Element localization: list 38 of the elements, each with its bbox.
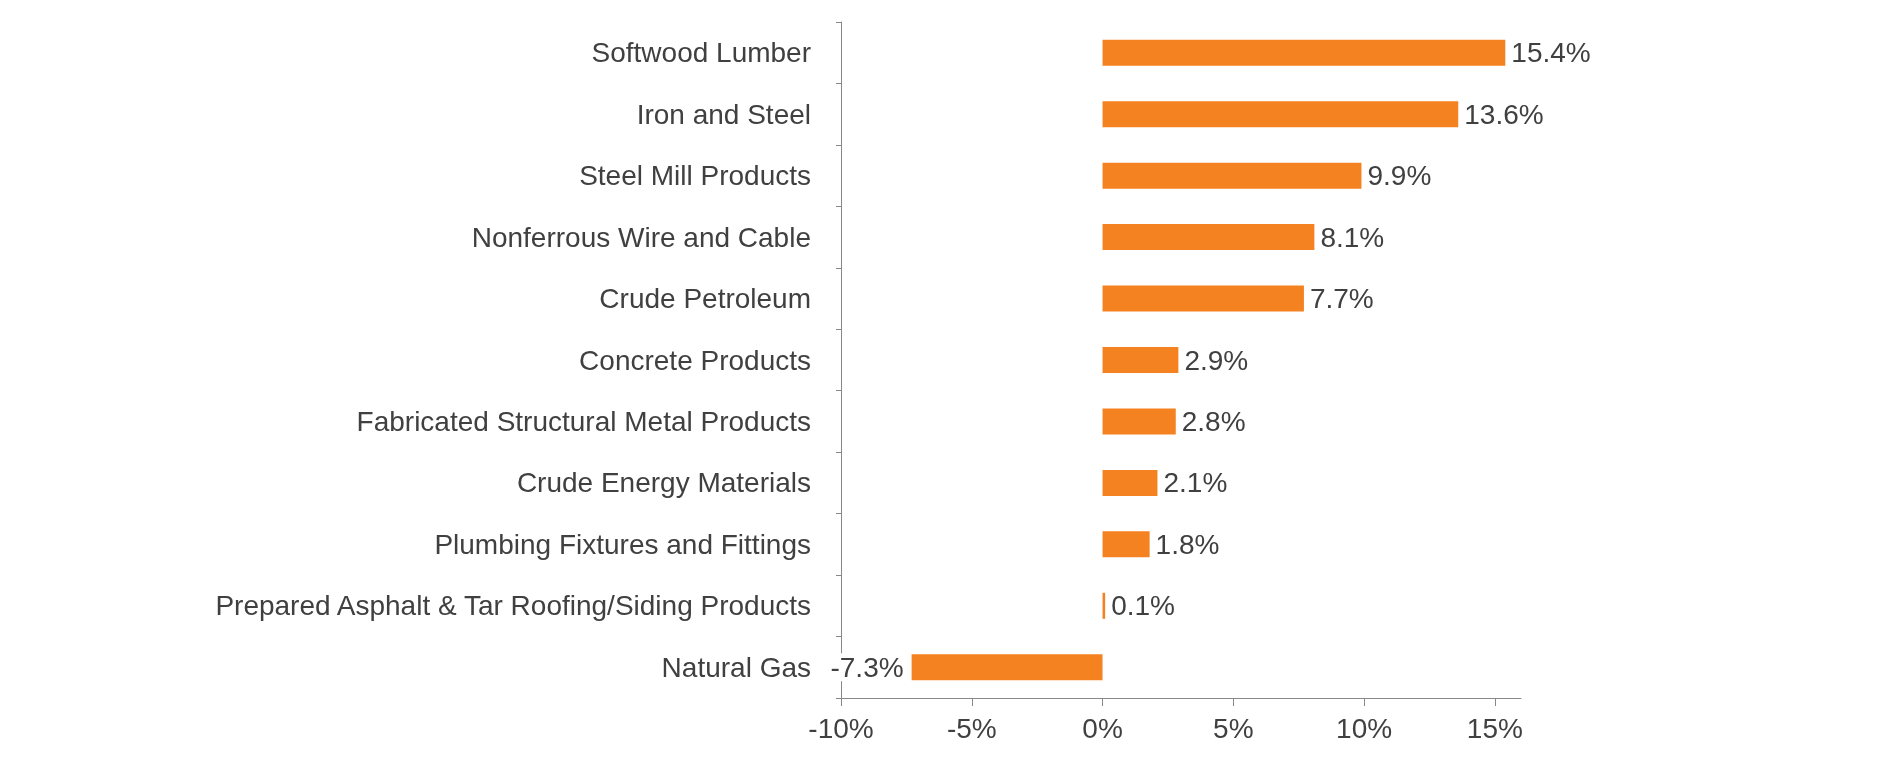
y-tick-label: Crude Petroleum [599, 283, 811, 315]
y-tick-label: Iron and Steel [636, 98, 811, 130]
y-tick-label: Natural Gas [661, 651, 811, 683]
data-label: 13.6% [1464, 98, 1544, 130]
x-tick-label: -10% [808, 712, 874, 744]
data-label: -7.3% [830, 651, 904, 683]
data-label: 7.7% [1309, 283, 1374, 315]
data-label: 2.1% [1163, 467, 1228, 499]
x-tick-label: 15% [1466, 712, 1523, 744]
bar [911, 654, 1103, 681]
bar [1102, 285, 1304, 312]
bar [1102, 408, 1176, 435]
data-label: 15.4% [1511, 37, 1591, 69]
data-label: 8.1% [1320, 221, 1385, 253]
y-tick-label: Prepared Asphalt & Tar Roofing/Siding Products [215, 590, 811, 622]
y-tick-label: Fabricated Structural Metal Products [356, 405, 811, 437]
bar [1102, 101, 1459, 128]
bar [1102, 39, 1506, 66]
data-label: 2.9% [1184, 344, 1249, 376]
x-tick-label: -5% [946, 712, 997, 744]
y-tick-label: Plumbing Fixtures and Fittings [434, 528, 811, 560]
y-tick-label: Softwood Lumber [591, 37, 811, 69]
x-tick-label: 10% [1336, 712, 1393, 744]
data-label: 1.8% [1155, 528, 1220, 560]
y-tick-label: Crude Energy Materials [516, 467, 811, 499]
x-tick-label: 0% [1082, 712, 1123, 744]
data-label: 0.1% [1111, 590, 1175, 622]
bar [1102, 469, 1158, 496]
bar [1102, 347, 1179, 373]
bar [1102, 531, 1150, 558]
y-tick-label: Concrete Products [579, 344, 811, 376]
bar [1102, 224, 1315, 251]
y-tick-label: Steel Mill Products [579, 160, 811, 192]
data-label: 2.8% [1181, 405, 1246, 437]
y-tick-label: Nonferrous Wire and Cable [471, 221, 811, 253]
data-label: 9.9% [1367, 160, 1432, 192]
bar [1102, 162, 1362, 189]
x-tick-label: 5% [1213, 712, 1254, 744]
